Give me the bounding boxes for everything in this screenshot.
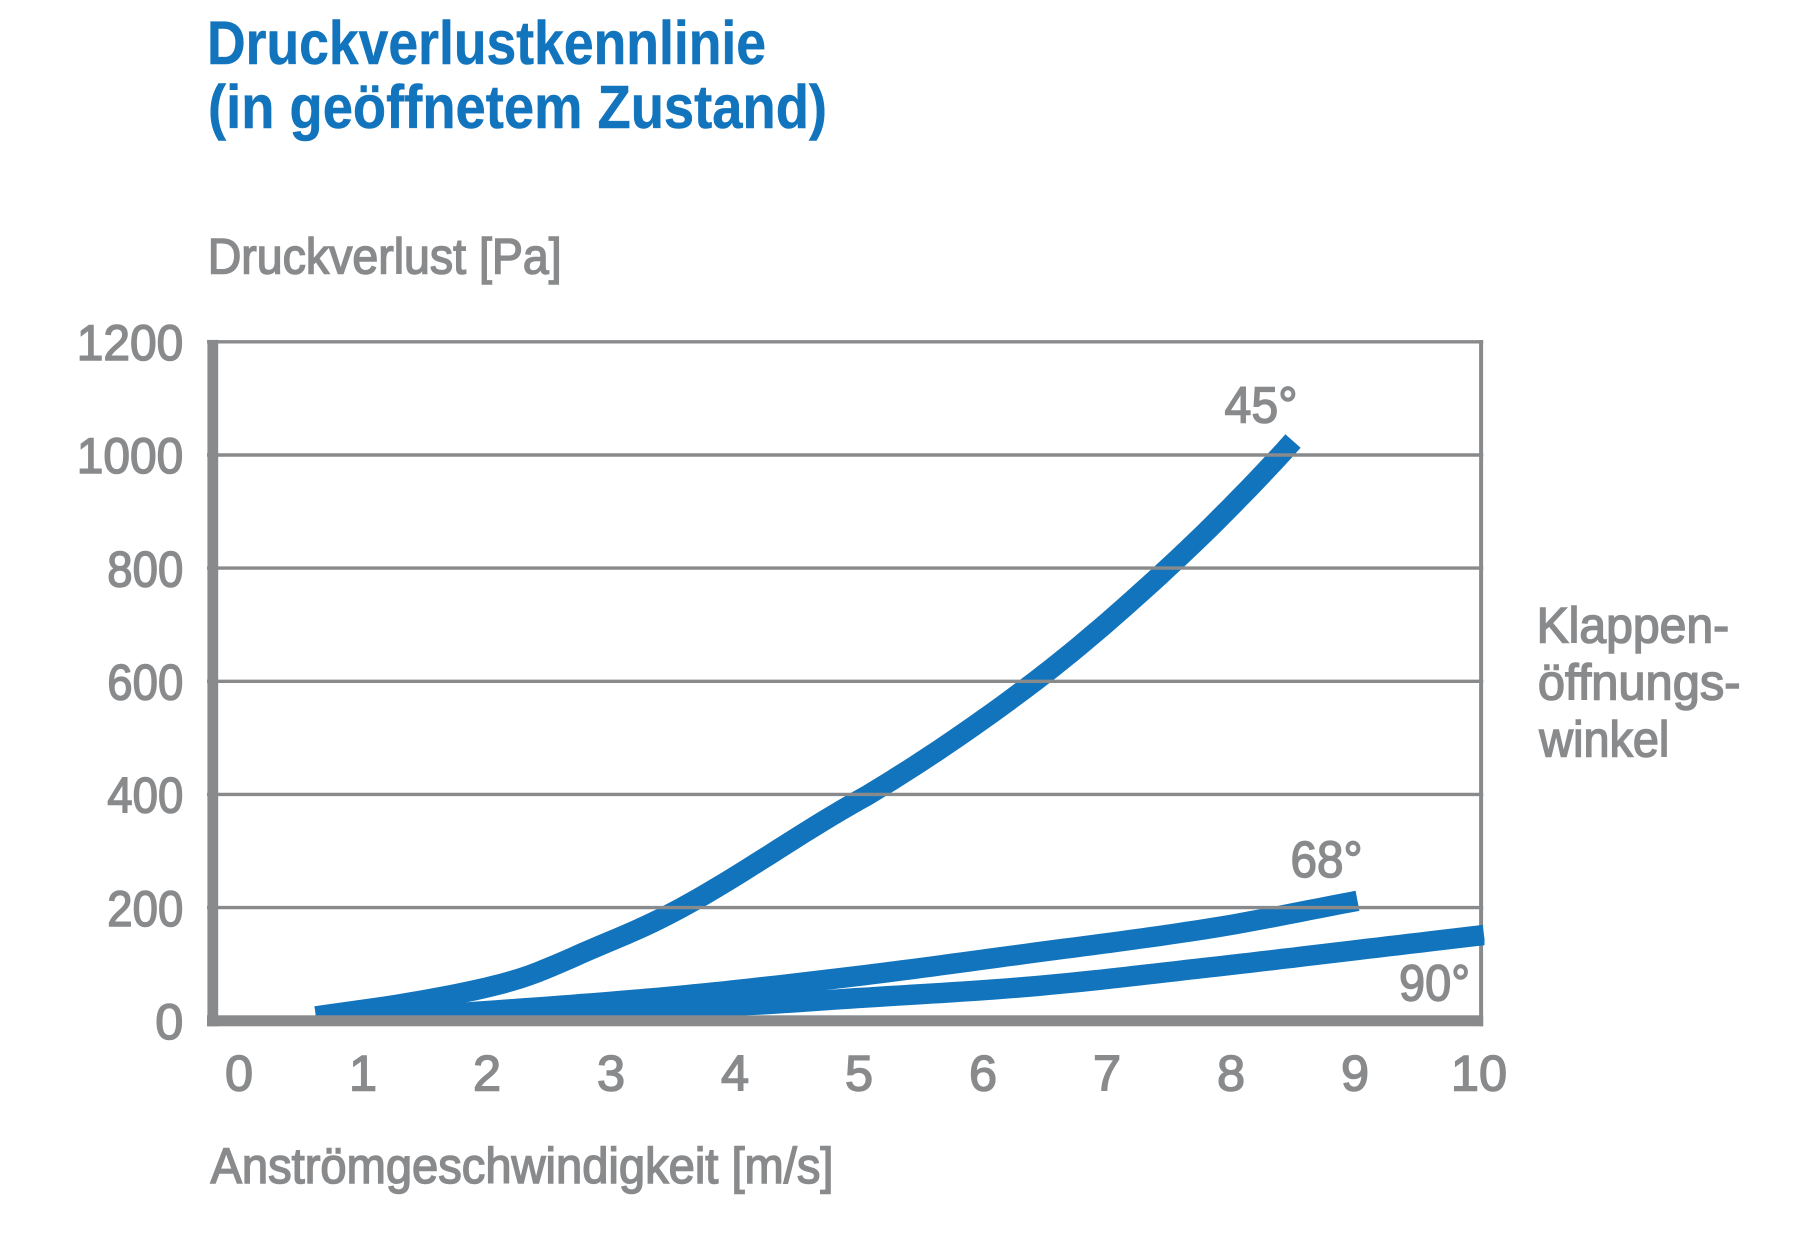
svg-text:1000: 1000 [77, 427, 184, 484]
svg-text:5: 5 [845, 1044, 873, 1101]
svg-text:Anströmgeschwindigkeit [m/s]: Anströmgeschwindigkeit [m/s] [211, 1138, 834, 1194]
svg-text:4: 4 [721, 1044, 749, 1101]
svg-text:0: 0 [225, 1044, 253, 1101]
svg-text:0: 0 [155, 993, 183, 1050]
svg-text:3: 3 [597, 1044, 625, 1101]
svg-text:10: 10 [1451, 1044, 1507, 1101]
svg-text:200: 200 [107, 880, 183, 937]
svg-text:1: 1 [349, 1044, 377, 1101]
svg-text:2: 2 [473, 1044, 501, 1101]
svg-text:9: 9 [1341, 1044, 1369, 1101]
svg-text:6: 6 [969, 1044, 997, 1101]
svg-text:7: 7 [1093, 1044, 1121, 1101]
svg-text:Druckverlustkennlinie: Druckverlustkennlinie [207, 9, 766, 77]
svg-text:90°: 90° [1399, 955, 1470, 1012]
svg-text:400: 400 [107, 767, 183, 824]
svg-text:68°: 68° [1291, 831, 1363, 888]
svg-text:1200: 1200 [77, 314, 184, 371]
svg-text:Klappen-: Klappen- [1537, 598, 1730, 654]
svg-text:8: 8 [1217, 1044, 1245, 1101]
svg-text:öffnungs-: öffnungs- [1538, 655, 1741, 711]
svg-text:(in geöffnetem Zustand): (in geöffnetem Zustand) [208, 73, 827, 141]
svg-text:45°: 45° [1225, 377, 1298, 434]
svg-text:Druckverlust [Pa]: Druckverlust [Pa] [208, 228, 562, 284]
svg-text:winkel: winkel [1538, 712, 1669, 768]
svg-text:600: 600 [107, 654, 183, 711]
svg-text:800: 800 [107, 540, 183, 597]
